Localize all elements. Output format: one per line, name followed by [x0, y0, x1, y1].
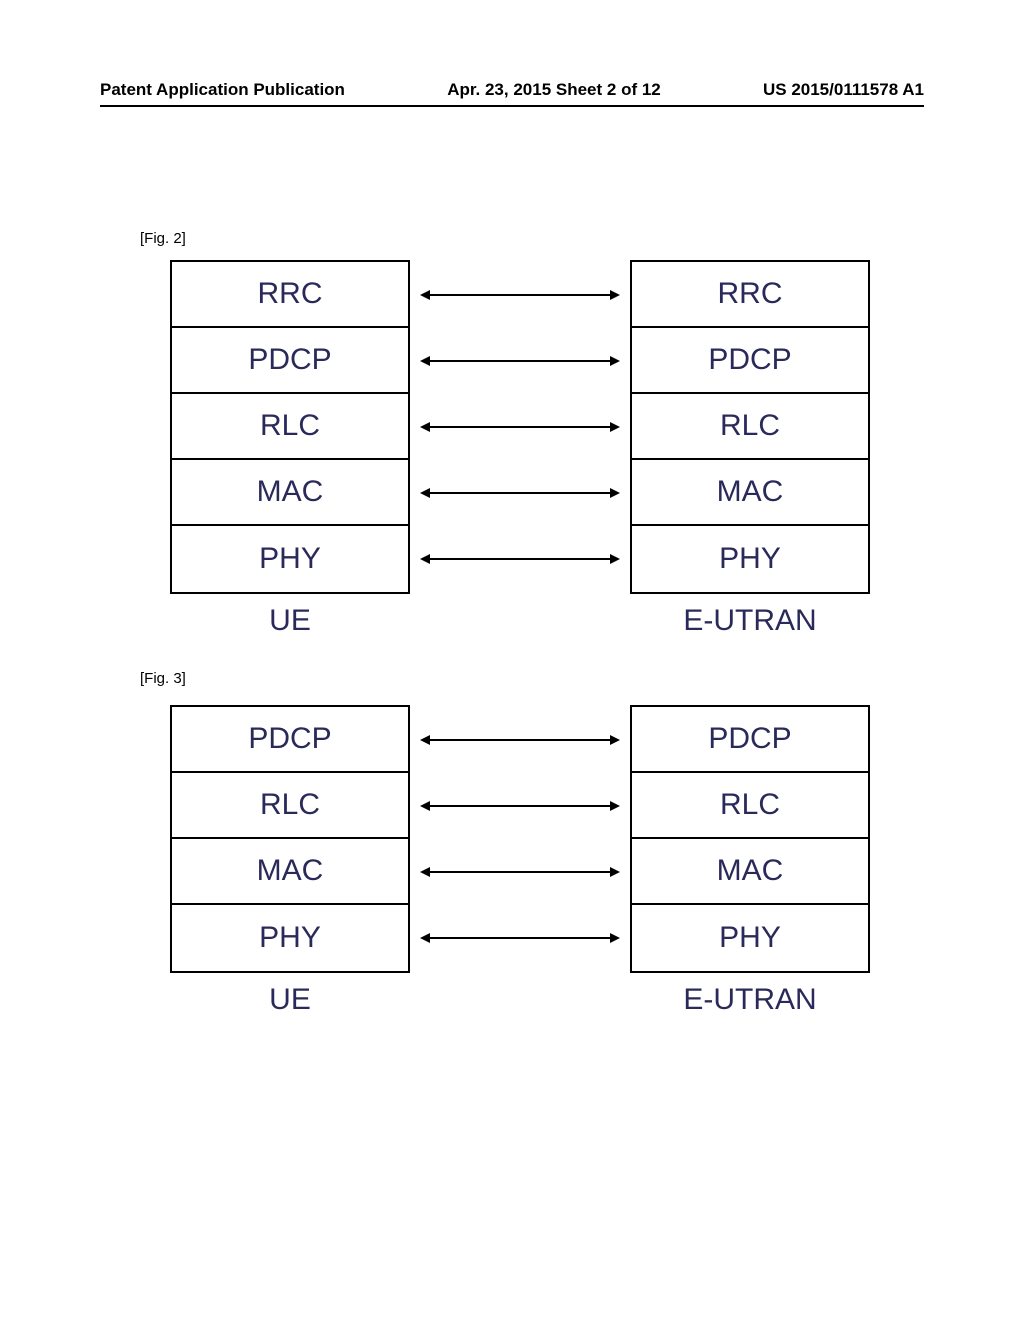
- fig3-caption: [Fig. 3]: [140, 670, 186, 687]
- fig3-eutran-stack: PDCP RLC MAC PHY: [630, 705, 870, 973]
- header-center: Apr. 23, 2015 Sheet 2 of 12: [447, 80, 661, 100]
- layer-mac: MAC: [632, 460, 868, 526]
- arrow-slot: [420, 526, 620, 592]
- layer-rlc: RLC: [632, 773, 868, 839]
- fig2-label-row: UE E-UTRAN: [170, 604, 870, 638]
- double-arrow-icon: [420, 417, 620, 437]
- layer-phy: PHY: [172, 526, 408, 592]
- arrow-slot: [420, 707, 620, 773]
- arrow-slot: [420, 262, 620, 328]
- fig2-ue-label: UE: [170, 604, 410, 638]
- fig3-ue-label: UE: [170, 983, 410, 1017]
- header-right: US 2015/0111578 A1: [763, 80, 924, 100]
- spacer: [420, 983, 620, 1017]
- fig3-label-row: UE E-UTRAN: [170, 983, 870, 1017]
- fig3-stack-row: PDCP RLC MAC PHY: [170, 705, 870, 973]
- double-arrow-icon: [420, 796, 620, 816]
- layer-pdcp: PDCP: [632, 328, 868, 394]
- arrow-slot: [420, 773, 620, 839]
- double-arrow-icon: [420, 351, 620, 371]
- fig2-eutran-label: E-UTRAN: [630, 604, 870, 638]
- fig3-ue-stack: PDCP RLC MAC PHY: [170, 705, 410, 973]
- arrow-slot: [420, 839, 620, 905]
- fig3-eutran-label: E-UTRAN: [630, 983, 870, 1017]
- arrow-slot: [420, 905, 620, 971]
- fig2-ue-stack: RRC PDCP RLC MAC PHY: [170, 260, 410, 594]
- double-arrow-icon: [420, 730, 620, 750]
- layer-rrc: RRC: [172, 262, 408, 328]
- layer-mac: MAC: [172, 839, 408, 905]
- double-arrow-icon: [420, 862, 620, 882]
- arrow-slot: [420, 460, 620, 526]
- layer-phy: PHY: [632, 526, 868, 592]
- fig2-caption: [Fig. 2]: [140, 230, 186, 247]
- fig2-stack-row: RRC PDCP RLC MAC PHY: [170, 260, 870, 594]
- double-arrow-icon: [420, 928, 620, 948]
- layer-phy: PHY: [632, 905, 868, 971]
- layer-rrc: RRC: [632, 262, 868, 328]
- header-left: Patent Application Publication: [100, 80, 345, 100]
- arrow-slot: [420, 328, 620, 394]
- layer-pdcp: PDCP: [632, 707, 868, 773]
- figure-2-diagram: RRC PDCP RLC MAC PHY: [170, 260, 870, 638]
- layer-pdcp: PDCP: [172, 328, 408, 394]
- layer-mac: MAC: [172, 460, 408, 526]
- fig3-arrow-column: [420, 707, 620, 971]
- fig2-arrow-column: [420, 262, 620, 592]
- layer-phy: PHY: [172, 905, 408, 971]
- layer-rlc: RLC: [172, 394, 408, 460]
- figure-3-diagram: PDCP RLC MAC PHY: [170, 705, 870, 1017]
- spacer: [420, 604, 620, 638]
- arrow-slot: [420, 394, 620, 460]
- header-rule: [100, 105, 924, 107]
- layer-pdcp: PDCP: [172, 707, 408, 773]
- fig2-eutran-stack: RRC PDCP RLC MAC PHY: [630, 260, 870, 594]
- double-arrow-icon: [420, 285, 620, 305]
- layer-rlc: RLC: [632, 394, 868, 460]
- layer-rlc: RLC: [172, 773, 408, 839]
- page-header: Patent Application Publication Apr. 23, …: [0, 80, 1024, 100]
- double-arrow-icon: [420, 483, 620, 503]
- double-arrow-icon: [420, 549, 620, 569]
- layer-mac: MAC: [632, 839, 868, 905]
